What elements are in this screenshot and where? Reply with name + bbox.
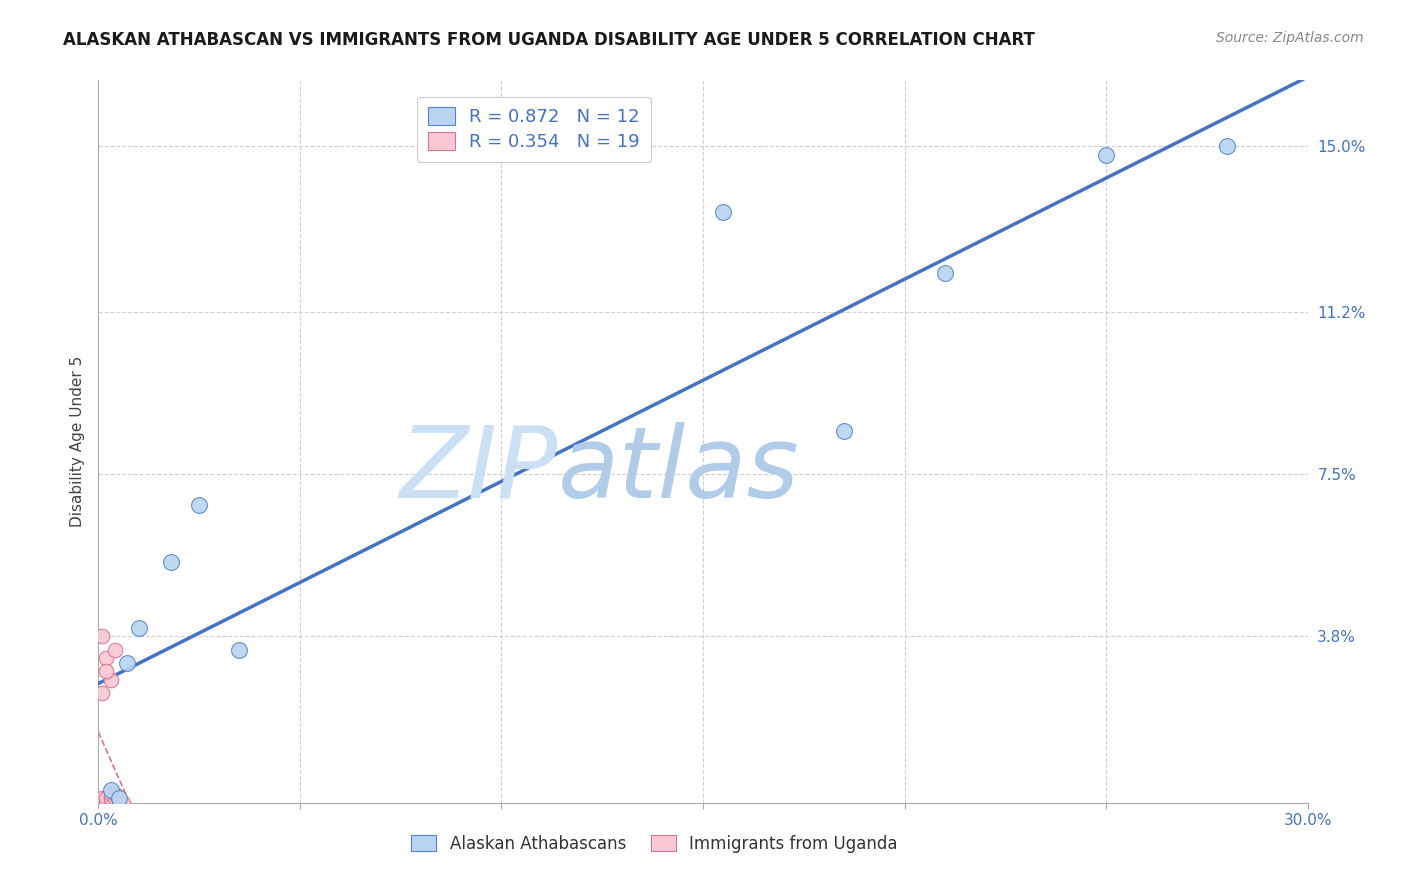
Point xyxy=(107,791,129,805)
Point xyxy=(103,787,125,801)
Point xyxy=(100,796,122,810)
Point xyxy=(96,651,118,665)
Text: ALASKAN ATHABASCAN VS IMMIGRANTS FROM UGANDA DISABILITY AGE UNDER 5 CORRELATION : ALASKAN ATHABASCAN VS IMMIGRANTS FROM UG… xyxy=(63,31,1035,49)
Point xyxy=(100,787,122,801)
Point xyxy=(91,791,114,805)
Point xyxy=(100,782,122,797)
Point xyxy=(103,642,125,657)
Point xyxy=(188,498,211,512)
Point xyxy=(100,673,122,688)
Point xyxy=(91,686,114,700)
Point xyxy=(96,791,118,805)
Y-axis label: Disability Age Under 5: Disability Age Under 5 xyxy=(69,356,84,527)
Point xyxy=(128,621,150,635)
Point xyxy=(87,796,110,810)
Point xyxy=(160,555,183,569)
Point xyxy=(115,656,138,670)
Point xyxy=(711,204,734,219)
Legend: Alaskan Athabascans, Immigrants from Uganda: Alaskan Athabascans, Immigrants from Uga… xyxy=(405,828,904,860)
Point xyxy=(832,424,855,438)
Point xyxy=(1095,147,1118,161)
Point xyxy=(107,791,129,805)
Point xyxy=(228,642,250,657)
Point xyxy=(100,791,122,805)
Text: atlas: atlas xyxy=(558,422,800,519)
Point xyxy=(96,665,118,679)
Point xyxy=(107,796,129,810)
Point xyxy=(103,791,125,805)
Point xyxy=(111,796,134,810)
Point xyxy=(96,796,118,810)
Point xyxy=(91,629,114,643)
Point xyxy=(934,266,956,280)
Point xyxy=(1216,139,1239,153)
Text: ZIP: ZIP xyxy=(399,422,558,519)
Point xyxy=(91,796,114,810)
Text: Source: ZipAtlas.com: Source: ZipAtlas.com xyxy=(1216,31,1364,45)
